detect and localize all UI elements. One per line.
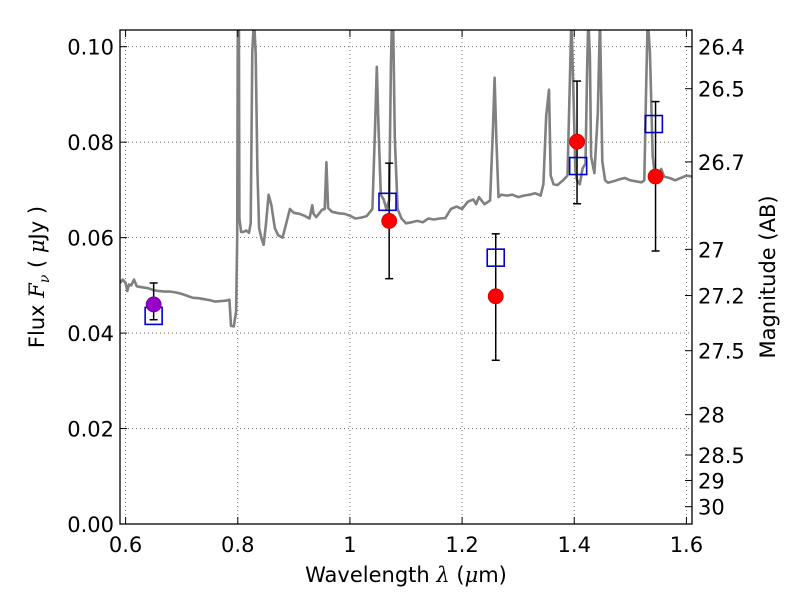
observed-point-2 [487,288,504,305]
spectrum-line [120,30,692,328]
y2-tick-label-9: 30 [698,496,725,520]
y2-tick-label-7: 28.5 [698,444,745,468]
model-square-4 [644,114,664,134]
x-tick-label-0: 0.6 [109,533,142,557]
spectrum-layer [120,30,692,328]
y-tick-label-0: 0.00 [67,513,114,537]
plot-frame [119,29,693,525]
y-tick-label-3: 0.06 [67,227,114,251]
y2-tick-label-5: 27.5 [698,340,745,364]
observed-point-4 [647,168,664,185]
y-tick-label-1: 0.02 [67,418,114,442]
y-axis-label: Flux Fν ( μJy ) [25,206,53,348]
model-square-3 [568,156,588,176]
x-tick-label-3: 1.2 [445,533,478,557]
y2-tick-label-8: 29 [698,469,725,493]
observed-point-0 [145,296,162,313]
y-tick-label-4: 0.08 [67,131,114,155]
x-axis-label: Wavelength λ (μm) [305,563,507,587]
model-square-1 [378,192,397,212]
y-axis-right: 26.4 26.5 26.7 27 27.2 27.5 28 28.529 30 [685,36,745,520]
y-tick-label-5: 0.10 [67,36,114,60]
x-tick-label-1: 0.8 [221,533,254,557]
observed-point-1 [381,213,398,229]
y2-tick-label-2: 26.7 [698,151,745,175]
y2-tick-label-3: 27 [698,238,725,262]
markers-layer [144,80,664,362]
y2-axis-label: Magnitude (AB) [756,195,780,358]
plot-background [120,30,692,524]
x-tick-label-5: 1.6 [670,533,703,557]
y2-tick-label-1: 26.5 [698,78,745,102]
y2-tick-label-4: 27.2 [698,285,745,309]
y-axis-left: 0.00 0.02 0.04 0.06 0.08 0.10 [67,36,127,537]
x-axis: 0.6 0.8 1 1.2 1.4 1.6 [109,30,703,557]
y2-tick-label-6: 28 [698,404,725,428]
x-tick-label-2: 1 [343,533,356,557]
observed-point-3 [569,133,585,150]
y-tick-label-2: 0.04 [67,322,114,346]
y2-tick-label-0: 26.4 [698,36,745,60]
x-tick-label-4: 1.4 [558,533,591,557]
